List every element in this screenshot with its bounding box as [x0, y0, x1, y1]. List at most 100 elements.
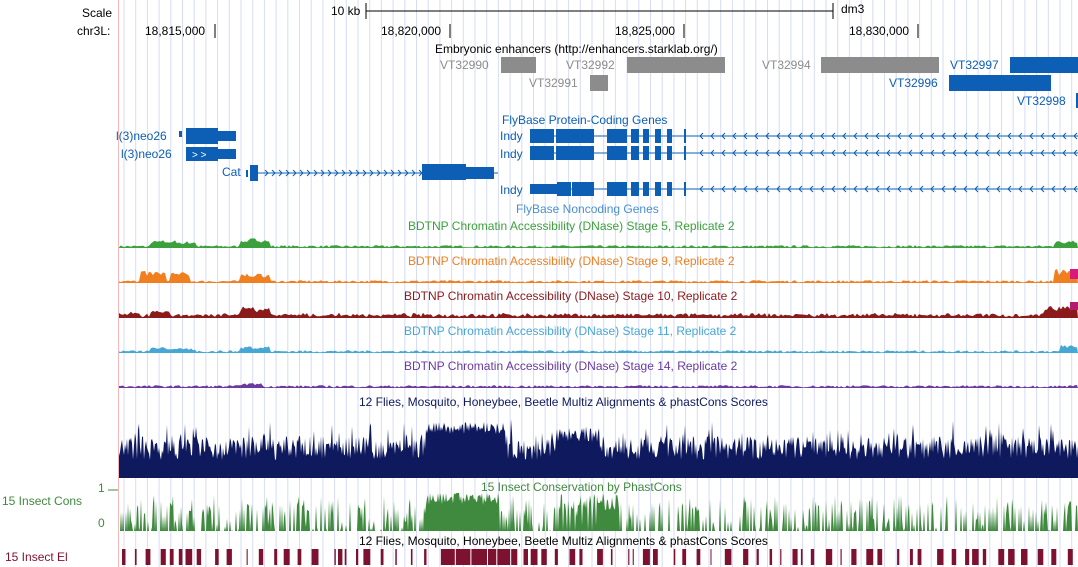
- strand-arrow: [974, 132, 979, 140]
- enhancer-label-vt32994[interactable]: VT32994: [762, 58, 811, 72]
- phastcons-track-title[interactable]: 15 Insect Conservation by PhastCons: [481, 480, 682, 494]
- strand-arrow: [1029, 132, 1034, 140]
- strand-arrow: [974, 149, 979, 157]
- enhancer-box-vt32990[interactable]: [501, 57, 536, 73]
- strand-arrow: [963, 185, 968, 193]
- gene-label-indy-1[interactable]: Indy: [500, 129, 523, 143]
- element-block: [937, 549, 944, 565]
- element-block: [653, 549, 658, 565]
- enhancer-label-vt32990[interactable]: VT32990: [440, 58, 489, 72]
- enhancer-box-vt32994[interactable]: [821, 57, 939, 73]
- exon: [218, 131, 236, 141]
- exon: [607, 182, 627, 196]
- element-block: [363, 549, 371, 565]
- phastcons-wiggle[interactable]: [119, 493, 1078, 531]
- element-block: [424, 549, 427, 565]
- dnase-stage10-title[interactable]: BDTNP Chromatin Accessibility (DNase) St…: [404, 289, 738, 303]
- gene-models[interactable]: > >: [179, 128, 1078, 196]
- gene-label-indy-3[interactable]: Indy: [500, 183, 523, 197]
- strand-arrow: [809, 132, 814, 140]
- element-block: [356, 549, 359, 565]
- gene-label-lneo26-2[interactable]: l(3)neo26: [121, 147, 172, 161]
- strand-arrow: [721, 185, 726, 193]
- strand-arrow: [411, 169, 416, 177]
- exon: [667, 146, 672, 160]
- strand-arrow: [1007, 132, 1012, 140]
- dnase-tracks[interactable]: [119, 238, 1078, 388]
- enhancer-label-vt32997[interactable]: VT32997: [950, 58, 999, 72]
- strand-arrow: [1040, 149, 1045, 157]
- phastcons-side-label[interactable]: 15 Insect Cons: [2, 494, 83, 508]
- multiz-wiggle[interactable]: [119, 419, 1078, 478]
- enhancer-track-title[interactable]: Embryonic enhancers (http://enhancers.st…: [435, 42, 718, 56]
- element-block: [951, 549, 957, 565]
- strand-arrow: [864, 185, 869, 193]
- enhancer-label-vt32996[interactable]: VT32996: [889, 76, 938, 90]
- enhancer-box-vt32997[interactable]: [1010, 57, 1078, 73]
- strand-arrow: [897, 185, 902, 193]
- element-block: [196, 549, 202, 565]
- element-block: [569, 549, 576, 565]
- exon: [655, 182, 661, 196]
- elements-side-label[interactable]: 15 Insect El: [5, 550, 68, 564]
- strand-arrow: [930, 149, 935, 157]
- noncoding-track-title[interactable]: FlyBase Noncoding Genes: [516, 202, 659, 216]
- multiz-track-title-2[interactable]: 12 Flies, Mosquito, Honeybee, Beetle Mul…: [359, 534, 768, 548]
- exon: [250, 165, 258, 181]
- strand-arrow: [853, 149, 858, 157]
- gene-label-indy-2[interactable]: Indy: [500, 147, 523, 161]
- strand-arrow: [919, 132, 924, 140]
- element-block: [497, 549, 511, 565]
- element-block: [410, 549, 413, 565]
- element-block: [145, 549, 151, 565]
- element-block: [632, 549, 634, 565]
- strand-arrow: [996, 185, 1001, 193]
- dnase-stage5-title[interactable]: BDTNP Chromatin Accessibility (DNase) St…: [408, 219, 735, 233]
- dnase-stage14-title[interactable]: BDTNP Chromatin Accessibility (DNase) St…: [404, 359, 738, 373]
- element-block: [554, 549, 558, 565]
- strand-arrow: [1018, 149, 1023, 157]
- enhancer-label-vt32991[interactable]: VT32991: [529, 76, 578, 90]
- element-block: [380, 549, 384, 565]
- strand-arrow: [743, 132, 748, 140]
- protein-coding-track-title[interactable]: FlyBase Protein-Coding Genes: [502, 113, 668, 127]
- element-block: [246, 549, 248, 565]
- strand-arrow: [699, 132, 704, 140]
- strand-arrow: [919, 149, 924, 157]
- element-block: [530, 549, 538, 565]
- element-block: [897, 549, 900, 565]
- strand-arrow: [897, 132, 902, 140]
- gene-label-lneo26-1[interactable]: l(3)neo26: [116, 129, 167, 143]
- exon: [572, 129, 594, 143]
- strand-arrow: [765, 185, 770, 193]
- enhancer-label-vt32992[interactable]: VT32992: [566, 58, 615, 72]
- strand-arrow: [1062, 149, 1067, 157]
- exon: [466, 167, 494, 179]
- dnase-stage11-title[interactable]: BDTNP Chromatin Accessibility (DNase) St…: [404, 324, 737, 338]
- element-block: [851, 549, 857, 565]
- multiz-track-title[interactable]: 12 Flies, Mosquito, Honeybee, Beetle Mul…: [359, 395, 768, 409]
- element-block: [998, 549, 1005, 565]
- strand-arrow: [985, 149, 990, 157]
- strand-arrow: [710, 185, 715, 193]
- enhancer-box-vt32992[interactable]: [627, 57, 725, 73]
- dnase-stage9-title[interactable]: BDTNP Chromatin Accessibility (DNase) St…: [408, 254, 735, 268]
- strand-arrow: [787, 149, 792, 157]
- strand-arrow: [1029, 149, 1034, 157]
- exon: [186, 147, 218, 161]
- gene-label-cat[interactable]: Cat: [222, 165, 241, 179]
- strand-arrow: [875, 185, 880, 193]
- enhancer-box-vt32996[interactable]: [949, 75, 1051, 91]
- strand-arrow: [787, 185, 792, 193]
- enhancer-box-vt32991[interactable]: [590, 75, 608, 91]
- element-block: [780, 549, 782, 565]
- strand-arrow: [831, 149, 836, 157]
- enhancer-label-vt32998[interactable]: VT32998: [1017, 94, 1066, 108]
- element-block: [178, 549, 183, 565]
- strand-arrow: [776, 132, 781, 140]
- conserved-elements[interactable]: [122, 549, 1073, 565]
- dnase-clip: [1070, 269, 1078, 279]
- multiz-area: [119, 419, 1078, 478]
- strand-arrow: [996, 132, 1001, 140]
